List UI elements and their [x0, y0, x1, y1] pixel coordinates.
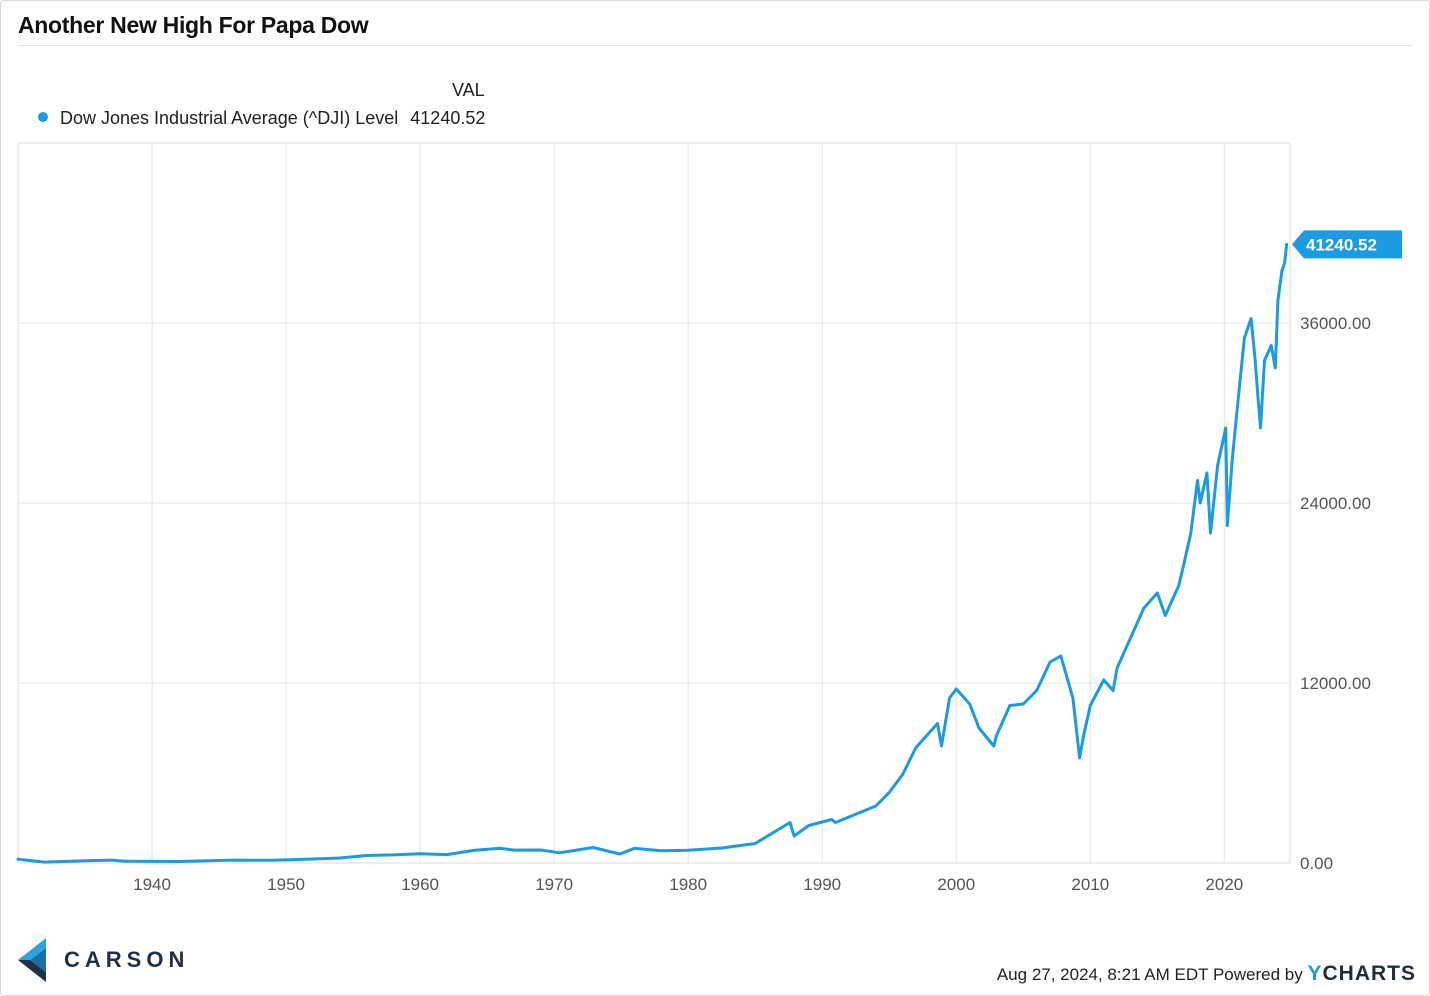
footer: Aug 27, 2024, 8:21 AM EDT Powered by YCH… [997, 962, 1416, 986]
grid-lines [18, 143, 1290, 863]
title-divider [18, 45, 1413, 46]
ycharts-logo-y: Y [1307, 962, 1323, 985]
x-tick-label: 1990 [803, 875, 841, 894]
legend-series-label: Dow Jones Industrial Average (^DJI) Leve… [60, 108, 399, 128]
x-tick-label: 2020 [1205, 875, 1243, 894]
dji-series-line [16, 242, 1289, 864]
legend-column-header: VAL [452, 80, 485, 100]
y-tick-label: 24000.00 [1300, 494, 1371, 513]
plot-area-border [17, 142, 1291, 864]
x-tick-label: 1970 [535, 875, 573, 894]
carson-logo-text: CARSON [64, 947, 190, 972]
last-value-callout: 41240.52 [1292, 230, 1402, 259]
x-axis-ticks: 1940 1950 1960 1970 1980 1990 2000 2010 2020 [133, 875, 1243, 894]
carson-chevron-icon [18, 938, 46, 982]
footer-timestamp: Aug 27, 2024, 8:21 AM EDT [996, 965, 1209, 984]
last-value-label: 41240.52 [1306, 235, 1377, 254]
y-tick-label: 12000.00 [1300, 674, 1371, 693]
x-tick-label: 1960 [401, 875, 439, 894]
footer-powered-by: Powered by [1212, 965, 1303, 984]
y-tick-label: 0.00 [1300, 854, 1333, 873]
x-tick-label: 2010 [1071, 875, 1109, 894]
ycharts-logo-text: CHARTS [1322, 962, 1416, 985]
x-tick-label: 2000 [937, 875, 975, 894]
legend-series-value: 41240.52 [410, 108, 486, 128]
series-layer [16, 242, 1289, 864]
x-tick-label: 1940 [133, 875, 171, 894]
ycharts-logo[interactable]: YCHARTS [1307, 962, 1416, 985]
legend-entry[interactable]: Dow Jones Industrial Average (^DJI) Leve… [38, 108, 485, 129]
y-axis-ticks: 0.00 12000.00 24000.00 36000.00 [1300, 314, 1371, 873]
chart-title: Another New High For Papa Dow [18, 12, 369, 38]
carson-logo: CARSON [18, 938, 218, 982]
last-value-badge [1292, 230, 1402, 259]
y-tick-label: 36000.00 [1300, 314, 1371, 333]
x-tick-label: 1950 [267, 875, 305, 894]
legend-dot-icon [38, 112, 48, 123]
x-tick-label: 1980 [669, 875, 707, 894]
